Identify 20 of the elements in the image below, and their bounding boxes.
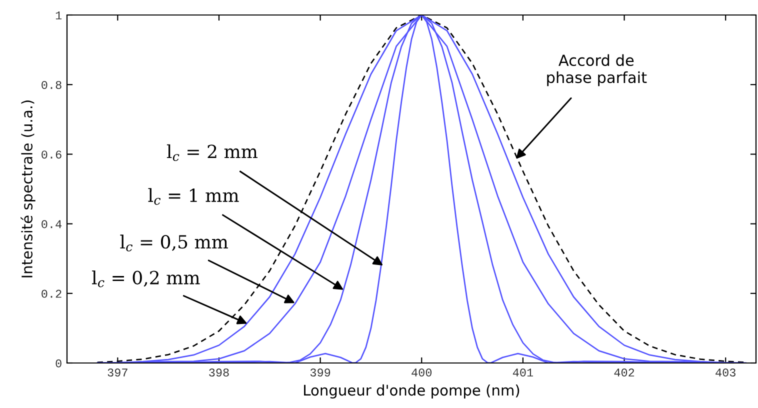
annotation: l$_{c}$ = 0,2 mm (92, 270, 200, 288)
x-tick-label: 397 (108, 368, 128, 377)
x-tick-label: 403 (716, 368, 736, 377)
y-tick-label: 0.2 (42, 290, 62, 298)
x-axis-title: Longueur d'onde pompe (nm) (304, 384, 520, 399)
y-tick-label: 1 (56, 12, 62, 20)
x-tick-label: 400 (412, 368, 432, 377)
annotation: l$_{c}$ = 2 mm (166, 144, 258, 162)
annotation: l$_{c}$ = 0,5 mm (120, 234, 228, 252)
x-tick-label: 398 (209, 368, 229, 377)
annotation: Accord de phase parfait (547, 54, 647, 86)
x-tick-label: 399 (310, 368, 330, 377)
y-axis-title: Intensité spectrale (u.a.) (20, 100, 36, 278)
y-tick-label: 0 (56, 359, 62, 368)
annotation: l$_{c}$ = 1 mm (148, 188, 239, 205)
x-tick-label: 402 (614, 368, 634, 377)
y-tick-label: 0.6 (42, 150, 62, 159)
x-tick-label: 401 (512, 368, 534, 377)
y-tick-label: 0.8 (42, 80, 62, 89)
y-tick-label: 0.4 (42, 220, 62, 228)
